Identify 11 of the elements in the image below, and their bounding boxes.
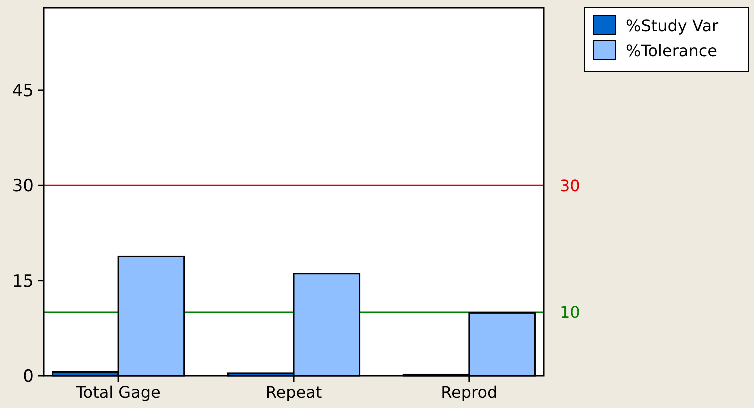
ref-line-label: 10 <box>560 303 580 322</box>
ref-line-label: 30 <box>560 176 580 196</box>
x-tick-label: Total Gage <box>75 383 161 402</box>
y-tick-label: 0 <box>23 366 34 387</box>
x-tick-label: Reprod <box>441 383 498 402</box>
y-tick-label: 45 <box>12 81 34 102</box>
x-tick-label: Repeat <box>266 383 322 402</box>
legend-label: %Study Var <box>626 16 719 36</box>
y-tick-label: 30 <box>12 176 34 197</box>
legend-label: %Tolerance <box>626 42 718 61</box>
y-tick-label: 15 <box>12 272 34 292</box>
